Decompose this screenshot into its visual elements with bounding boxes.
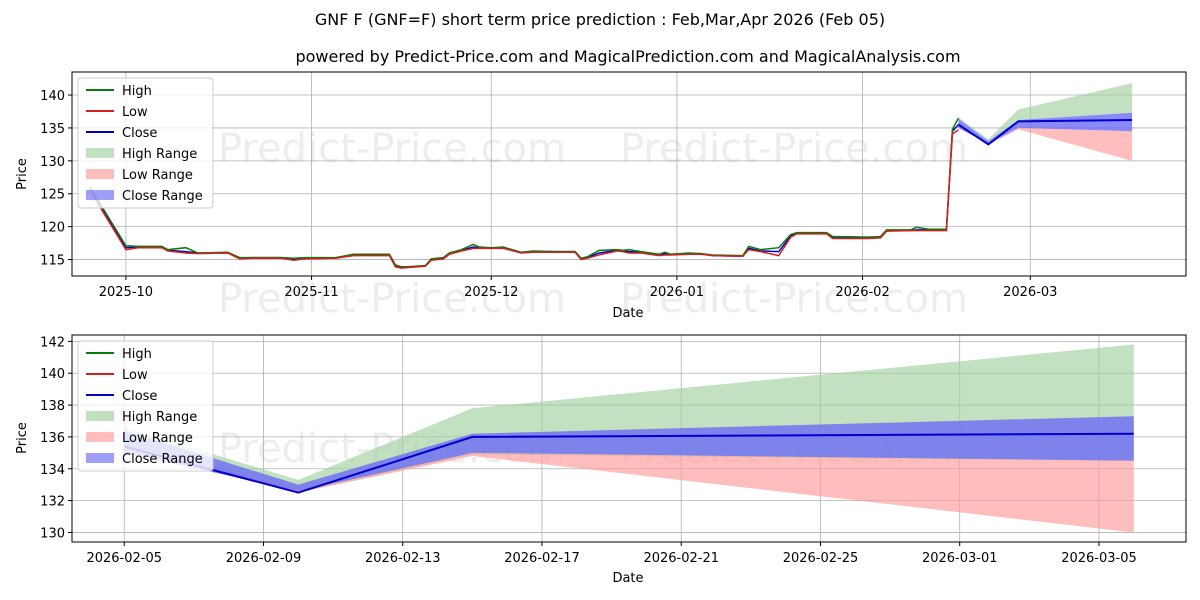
legend-swatch-low-range bbox=[86, 169, 114, 179]
x-tick-label: 2026-02-09 bbox=[226, 551, 302, 566]
y-tick-label: 115 bbox=[40, 254, 65, 269]
x-tick-label: 2025-10 bbox=[99, 285, 153, 300]
y-tick-label: 120 bbox=[40, 221, 65, 236]
x-tick-label: 2026-02-05 bbox=[86, 551, 162, 566]
legend-label-close: Close bbox=[122, 126, 157, 141]
x-tick-label: 2026-03-01 bbox=[922, 551, 998, 566]
watermark: Predict-Price.com bbox=[620, 126, 968, 172]
low-range-band bbox=[958, 125, 1133, 161]
legend-swatch-high-range bbox=[86, 411, 114, 421]
x-tick-label: 2026-02-13 bbox=[365, 551, 441, 566]
legend-label-high: High bbox=[122, 347, 152, 362]
top-axes-frame bbox=[71, 71, 1187, 277]
watermark: Predict-Price.com bbox=[218, 276, 566, 322]
y-tick-label: 130 bbox=[40, 155, 65, 170]
legend-swatch-low-range bbox=[86, 432, 114, 442]
top-x-axis-label: Date bbox=[612, 306, 643, 321]
bottom-x-ticks: 2026-02-05 2026-02-09 2026-02-13 2026-02-17… bbox=[86, 542, 1137, 566]
top-panel: Predict-Price.com Predict-Price.com Pred… bbox=[15, 71, 1187, 322]
y-tick-label: 130 bbox=[40, 526, 65, 541]
low-range-band bbox=[124, 443, 1134, 533]
y-tick-label: 140 bbox=[40, 367, 65, 382]
x-tick-label: 2026-03-05 bbox=[1061, 551, 1137, 566]
y-tick-label: 138 bbox=[40, 399, 65, 414]
bottom-y-axis-label: Price bbox=[15, 422, 30, 454]
watermark: Predict-Price.com bbox=[218, 126, 566, 172]
low-history-line bbox=[89, 129, 959, 269]
bottom-axes-frame bbox=[71, 334, 1187, 543]
x-tick-label: 2026-02 bbox=[835, 285, 889, 300]
x-tick-label: 2026-03 bbox=[1003, 285, 1057, 300]
watermark: Predict-Price.com bbox=[620, 276, 968, 322]
legend-label-low-range: Low Range bbox=[122, 431, 193, 446]
top-grid bbox=[72, 72, 1186, 276]
y-tick-label: 135 bbox=[40, 122, 65, 137]
x-tick-label: 2025-11 bbox=[284, 285, 338, 300]
top-legend: High Low Close High Range Low Range Close Ran… bbox=[77, 77, 214, 209]
legend-label-low: Low bbox=[122, 105, 148, 120]
legend-label-high-range: High Range bbox=[122, 147, 197, 162]
x-tick-label: 2026-02-21 bbox=[643, 551, 719, 566]
y-tick-label: 140 bbox=[40, 89, 65, 104]
y-tick-label: 134 bbox=[40, 463, 65, 478]
legend-label-close-range: Close Range bbox=[122, 452, 203, 467]
x-tick-label: 2026-02-17 bbox=[504, 551, 580, 566]
top-y-ticks: 115 120 125 130 135 140 bbox=[40, 89, 72, 269]
chart-subtitle: powered by Predict-Price.com and Magical… bbox=[295, 47, 960, 66]
legend-label-high-range: High Range bbox=[122, 410, 197, 425]
x-tick-label: 2026-02-25 bbox=[783, 551, 859, 566]
bottom-x-axis-label: Date bbox=[612, 571, 643, 586]
y-tick-label: 136 bbox=[40, 431, 65, 446]
legend-label-high: High bbox=[122, 84, 152, 99]
chart-title: GNF F (GNF=F) short term price predictio… bbox=[315, 10, 885, 29]
top-y-axis-label: Price bbox=[15, 158, 30, 190]
y-tick-label: 142 bbox=[40, 335, 65, 350]
x-tick-label: 2026-01 bbox=[650, 285, 704, 300]
top-plot-area bbox=[89, 83, 1133, 269]
y-tick-label: 132 bbox=[40, 495, 65, 510]
legend-label-low: Low bbox=[122, 368, 148, 383]
legend-label-close: Close bbox=[122, 389, 157, 404]
high-range-band bbox=[958, 83, 1133, 142]
legend-swatch-close-range bbox=[86, 453, 114, 463]
bottom-y-ticks: 130 132 134 136 138 140 142 bbox=[40, 335, 72, 541]
x-tick-label: 2025-12 bbox=[464, 285, 518, 300]
legend-label-low-range: Low Range bbox=[122, 168, 193, 183]
top-watermarks: Predict-Price.com Predict-Price.com Pred… bbox=[218, 126, 968, 322]
y-tick-label: 125 bbox=[40, 188, 65, 203]
bottom-panel: Predict-Price.com Predict-Price.com 2026… bbox=[15, 334, 1187, 586]
legend-swatch-close-range bbox=[86, 190, 114, 200]
legend-label-close-range: Close Range bbox=[122, 189, 203, 204]
bottom-legend: High Low Close High Range Low Range Close Ran… bbox=[77, 340, 214, 472]
top-x-ticks: 2025-10 2025-11 2025-12 2026-01 2026-02 2026-… bbox=[99, 276, 1057, 300]
legend-swatch-high-range bbox=[86, 148, 114, 158]
close-forecast-line bbox=[957, 119, 1133, 146]
